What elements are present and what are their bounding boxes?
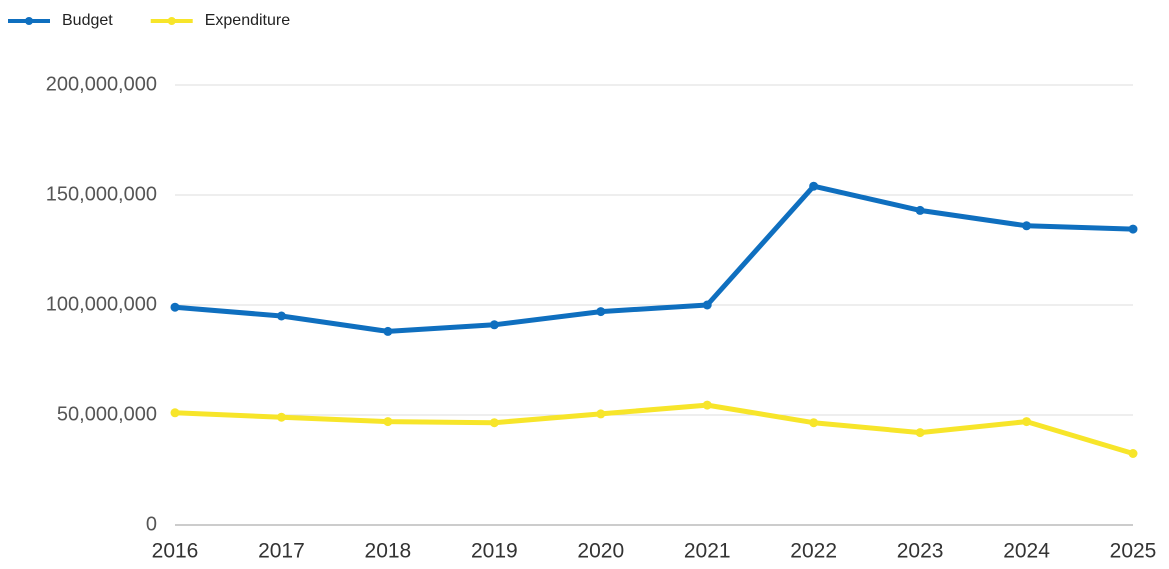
- y-tick-label: 0: [146, 513, 157, 535]
- point: [702, 400, 712, 410]
- point: [383, 326, 393, 336]
- x-tick-label: 2018: [365, 540, 412, 563]
- point: [1128, 449, 1138, 458]
- y-tick-label: 100,000,000: [46, 293, 157, 315]
- point: [276, 311, 286, 321]
- legend-label: Budget: [62, 12, 113, 29]
- point: [170, 302, 180, 312]
- point: [1128, 224, 1138, 234]
- point: [489, 418, 499, 428]
- point: [915, 428, 925, 438]
- x-tick-label: 2017: [258, 540, 305, 563]
- legend-label: Expenditure: [205, 12, 290, 29]
- point: [809, 418, 819, 428]
- point: [915, 205, 925, 215]
- point: [596, 307, 606, 317]
- x-tick-label: 2024: [1003, 540, 1050, 563]
- x-tick-label: 2022: [790, 540, 837, 563]
- y-tick-label: 200,000,000: [46, 73, 157, 95]
- y-tick-label: 150,000,000: [46, 183, 157, 205]
- point: [383, 417, 393, 427]
- legend-dot: [167, 17, 176, 25]
- y-tick-label: 50,000,000: [57, 403, 157, 425]
- point: [489, 320, 499, 330]
- point: [702, 300, 712, 310]
- x-tick-label: 2020: [577, 540, 624, 563]
- point: [1022, 221, 1032, 231]
- x-tick-label: 2016: [152, 540, 199, 563]
- x-tick-label: 2023: [897, 540, 944, 563]
- x-tick-label: 2019: [471, 540, 518, 563]
- point: [596, 409, 606, 419]
- series-line: [174, 183, 1134, 334]
- point: [276, 412, 286, 422]
- series-line: [174, 402, 1134, 456]
- point: [170, 408, 180, 418]
- legend-dot: [25, 17, 33, 25]
- x-tick-label: 2025: [1110, 540, 1157, 563]
- point: [809, 181, 819, 191]
- point: [1022, 417, 1032, 427]
- x-tick-label: 2021: [684, 540, 731, 563]
